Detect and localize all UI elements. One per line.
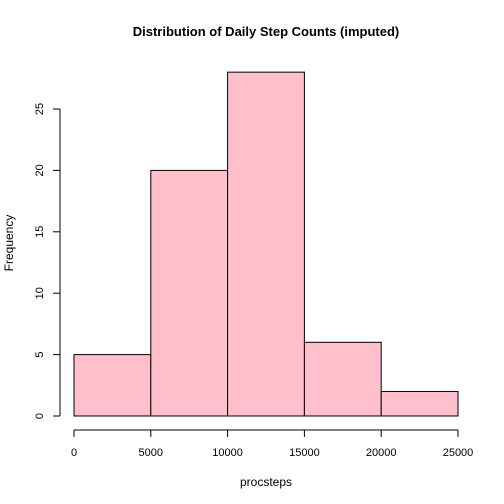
histogram-bar-0 bbox=[73, 354, 152, 417]
histogram-bar-4 bbox=[380, 390, 459, 417]
x-axis: 0 5000 10000 15000 20000 25000 bbox=[71, 429, 474, 459]
x-tick-label-3: 15000 bbox=[289, 447, 320, 459]
bars-group bbox=[73, 71, 459, 417]
x-tick-label-4: 20000 bbox=[366, 447, 397, 459]
histogram-bar-2 bbox=[227, 71, 305, 417]
histogram-bar-3 bbox=[303, 341, 382, 417]
y-axis: 0 5 10 15 20 25 bbox=[34, 103, 61, 419]
x-axis-label: procsteps bbox=[240, 475, 292, 489]
histogram-bar-1 bbox=[150, 169, 229, 417]
y-tick-label-1: 5 bbox=[34, 352, 46, 358]
y-tick-label-0: 0 bbox=[34, 413, 46, 419]
y-tick-label-4: 20 bbox=[34, 164, 46, 176]
x-tick-label-2: 10000 bbox=[212, 447, 243, 459]
x-tick-label-0: 0 bbox=[71, 447, 77, 459]
chart-title: Distribution of Daily Step Counts (imput… bbox=[133, 24, 400, 39]
y-tick-label-5: 25 bbox=[34, 103, 46, 115]
y-tick-label-2: 10 bbox=[34, 287, 46, 299]
x-tick-label-5: 25000 bbox=[443, 447, 474, 459]
x-tick-label-1: 5000 bbox=[139, 447, 163, 459]
y-tick-label-3: 15 bbox=[34, 226, 46, 238]
y-axis-label: Frequency bbox=[2, 215, 16, 272]
